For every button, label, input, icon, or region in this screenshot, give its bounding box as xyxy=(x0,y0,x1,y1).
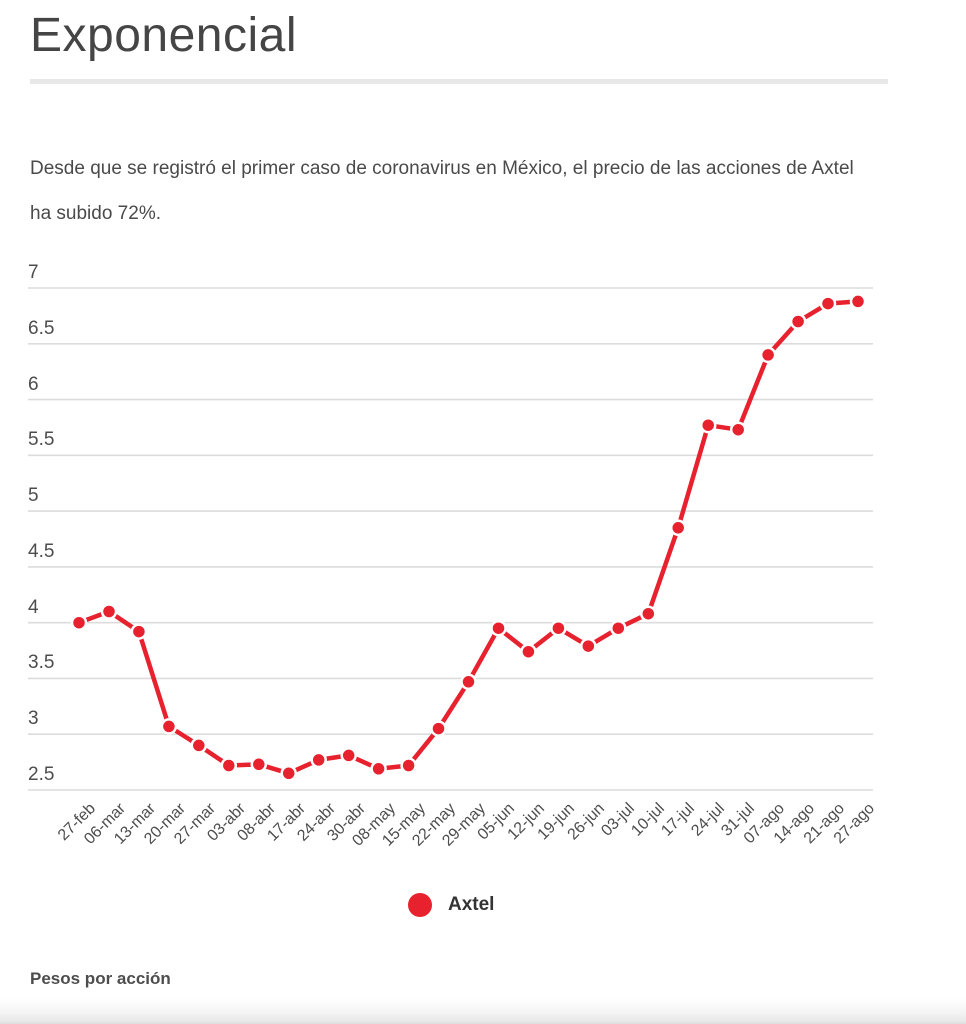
units-note: Pesos por acción xyxy=(30,969,171,988)
gridlines xyxy=(28,287,873,791)
data-point-17-jul xyxy=(669,519,687,537)
data-point-06-mar xyxy=(100,603,118,620)
data-point-10-jul xyxy=(640,605,657,622)
data-point-24-jul xyxy=(699,416,717,434)
legend-label-axtel: Axtel xyxy=(448,894,495,915)
data-point-29-may xyxy=(460,673,477,691)
series-axtel xyxy=(70,293,867,782)
y-tick-label-3.5: 3.5 xyxy=(28,652,55,674)
page-title: Exponencial xyxy=(30,9,298,62)
data-point-19-jun xyxy=(550,619,567,637)
data-point-24-abr xyxy=(310,751,327,769)
series-line-axtel xyxy=(76,299,861,776)
data-point-13-mar xyxy=(130,623,148,640)
data-point-22-may xyxy=(430,720,447,737)
data-point-15-may xyxy=(400,757,417,774)
data-point-27-mar xyxy=(190,737,208,754)
data-point-03-jul xyxy=(610,619,627,637)
y-tick-label-2.5: 2.5 xyxy=(28,764,55,785)
y-tick-label-5: 5 xyxy=(28,485,39,507)
y-tick-label-5.5: 5.5 xyxy=(28,429,55,451)
legend: Axtel xyxy=(408,892,494,918)
y-tick-label-6: 6 xyxy=(28,373,39,395)
data-point-17-abr xyxy=(280,765,297,782)
data-point-12-jun xyxy=(520,643,537,660)
data-point-08-may xyxy=(370,760,387,778)
data-point-30-abr xyxy=(340,747,357,764)
y-tick-label-4.5: 4.5 xyxy=(28,540,55,562)
data-point-08-abr xyxy=(250,756,268,773)
title-divider xyxy=(30,79,888,84)
data-point-07-ago xyxy=(759,346,777,364)
data-point-03-abr xyxy=(220,757,238,774)
data-point-26-jun xyxy=(580,637,597,655)
y-tick-label-6.5: 6.5 xyxy=(28,317,55,339)
data-point-14-ago xyxy=(789,313,807,330)
data-point-31-jul xyxy=(729,421,747,438)
data-point-20-mar xyxy=(160,718,178,735)
subtitle-line-2: ha subido 72%. xyxy=(30,203,161,224)
y-tick-label-3: 3 xyxy=(28,708,39,730)
legend-marker-axtel xyxy=(408,893,432,917)
bottom-edge-shadow xyxy=(0,998,966,1024)
y-tick-label-7: 7 xyxy=(28,262,39,283)
data-point-05-jun xyxy=(490,619,507,637)
data-point-21-ago xyxy=(819,295,837,312)
y-tick-label-4: 4 xyxy=(28,596,39,618)
data-point-27-ago xyxy=(849,293,867,310)
subtitle-line-1: Desde que se registró el primer caso de … xyxy=(30,158,854,179)
chart-subtitle: Desde que se registró el primer caso de … xyxy=(30,146,930,236)
data-point-27-feb xyxy=(70,614,88,631)
